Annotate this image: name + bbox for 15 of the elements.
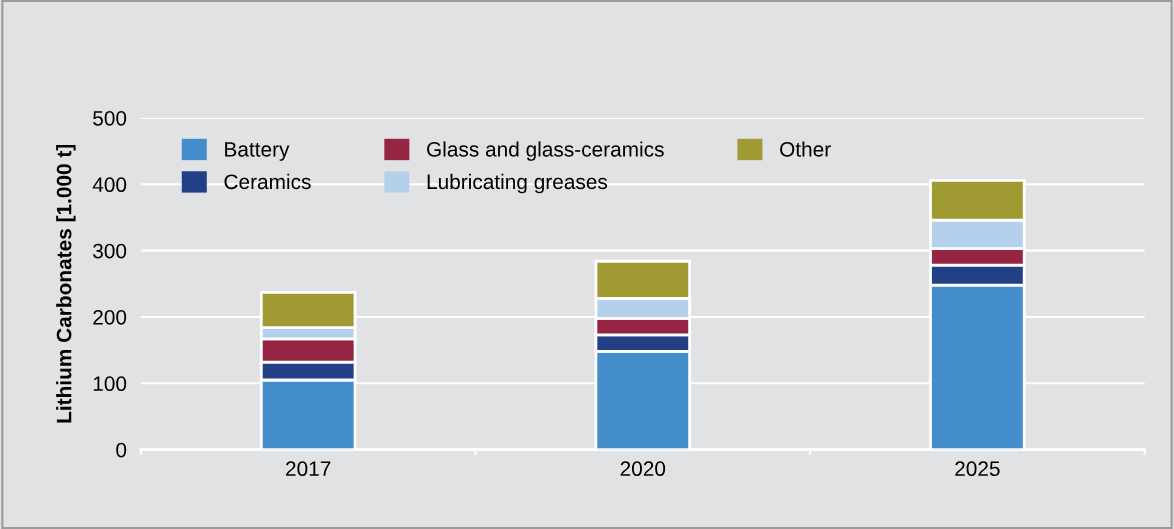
legend-label: Battery <box>225 142 290 161</box>
y-axis-title: Lithium Carbonates [1.000 t] <box>56 144 76 423</box>
y-tick-label: 0 <box>116 442 127 458</box>
legend-label: Ceramics <box>224 173 311 190</box>
y-tick-label: 100 <box>93 376 127 392</box>
legend-label: Glass and glass-ceramics <box>427 141 664 161</box>
x-tick-label: 2017 <box>286 461 331 477</box>
x-tick-label: 2020 <box>620 461 666 477</box>
y-tick-label: 400 <box>92 177 127 193</box>
y-tick-label: 300 <box>93 243 127 259</box>
legend-label: Other <box>780 141 831 157</box>
legend-label: Lubricating greases <box>427 173 608 194</box>
y-tick-label: 500 <box>93 110 127 126</box>
y-tick-label: 200 <box>93 309 127 325</box>
x-tick-label: 2025 <box>955 461 1000 477</box>
